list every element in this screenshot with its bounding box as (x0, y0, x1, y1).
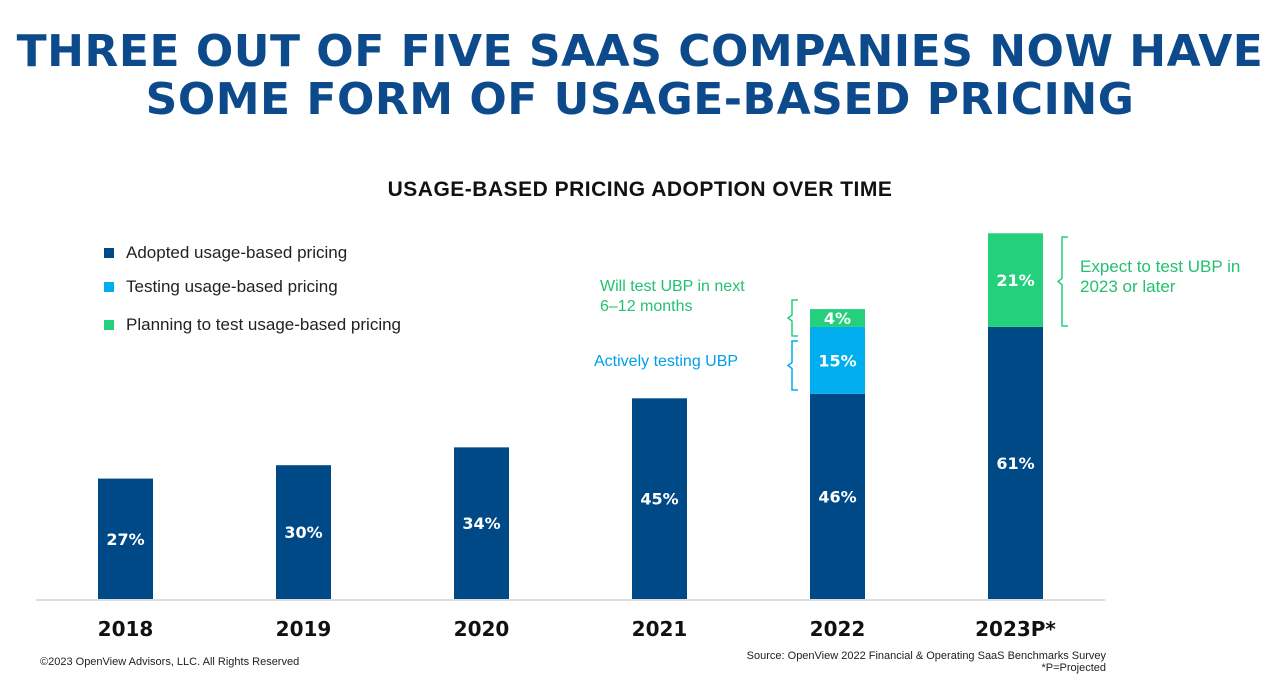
bar-2023P*-2 (988, 233, 1043, 327)
brace (786, 340, 798, 391)
legend-item-adopted: Adopted usage-based pricing (104, 243, 347, 263)
data-label: 46% (818, 487, 856, 506)
x-tick-label: 2019 (276, 617, 332, 641)
title-line: THREE OUT OF FIVE SAAS COMPANIES NOW HAV… (16, 26, 1264, 77)
legend-swatch (104, 248, 114, 258)
copyright: ©2023 OpenView Advisors, LLC. All Rights… (40, 656, 300, 668)
annotation-line: 6–12 months (600, 298, 693, 315)
source: Source: OpenView 2022 Financial & Operat… (747, 650, 1106, 674)
chart-title: USAGE-BASED PRICING ADOPTION OVER TIME (387, 178, 893, 201)
projected-note: *P=Projected (1041, 662, 1106, 674)
x-tick-label: 2021 (632, 617, 688, 641)
annotation-active: Actively testing UBP (594, 353, 739, 370)
x-tick-label: 2023P* (975, 617, 1056, 641)
legend-swatch (104, 320, 114, 330)
bar-2022-1 (810, 326, 865, 394)
brace (786, 299, 798, 337)
data-label: 30% (284, 523, 322, 542)
data-label: 34% (462, 514, 500, 533)
legend-swatch (104, 282, 114, 292)
bar-2019-0 (276, 465, 331, 599)
data-label: 4% (824, 309, 851, 328)
annotation-line: Will test UBP in next (600, 278, 745, 295)
legend-label: Testing usage-based pricing (126, 277, 338, 296)
legend-label: Adopted usage-based pricing (126, 243, 348, 262)
data-label: 15% (818, 351, 856, 370)
data-label: 21% (996, 271, 1034, 290)
annotation-line: 2023 or later (1080, 277, 1176, 296)
annotation-will-test: Will test UBP in next 6–12 months (600, 277, 745, 317)
annotation-expect: Expect to test UBP in 2023 or later (1080, 257, 1240, 297)
bar-2021-0 (632, 398, 687, 599)
bar-2022-0 (810, 393, 865, 599)
data-label: 61% (996, 454, 1034, 473)
title-line: SOME FORM OF USAGE-BASED PRICING (145, 74, 1135, 125)
annotation-line: Expect to test UBP in (1080, 257, 1241, 276)
legend-label: Planning to test usage-based pricing (126, 315, 402, 334)
source-text: Source: OpenView 2022 Financial & Operat… (746, 650, 1106, 662)
brace (1056, 236, 1068, 327)
x-tick-label: 2018 (98, 617, 154, 641)
bar-2020-0 (454, 447, 509, 599)
legend-item-planning: Planning to test usage-based pricing (104, 315, 401, 335)
x-tick-label: 2020 (454, 617, 510, 641)
data-label: 27% (106, 530, 144, 549)
bar-2023P*-0 (988, 326, 1043, 599)
legend-item-testing: Testing usage-based pricing (104, 277, 338, 297)
data-label: 45% (640, 490, 678, 509)
x-tick-label: 2022 (810, 617, 866, 641)
page-title: THREE OUT OF FIVE SAAS COMPANIES NOW HAV… (0, 28, 1280, 124)
bar-2022-2 (810, 309, 865, 327)
bar-2018-0 (98, 478, 153, 599)
